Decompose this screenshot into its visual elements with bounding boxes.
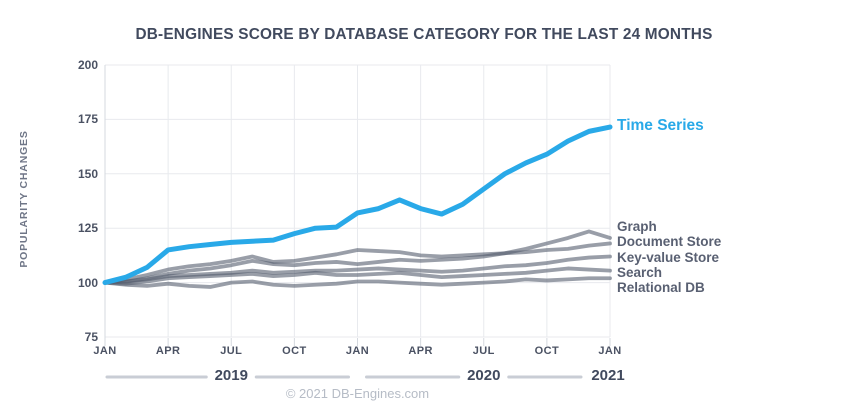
y-tick-125: 125 bbox=[77, 221, 98, 236]
series-line-time-series bbox=[102, 124, 613, 286]
x-tick-3-oct: OCT bbox=[282, 345, 307, 357]
legend-label-relational-db: Relational DB bbox=[617, 280, 705, 296]
y-axis-label: POPULARITY CHANGES bbox=[18, 130, 30, 268]
x-tick-7-oct: OCT bbox=[534, 345, 560, 357]
series-line-document-store bbox=[103, 241, 612, 285]
legend-label-document-store: Document Store bbox=[617, 234, 722, 250]
x-tick-6-jul: JUL bbox=[472, 345, 495, 357]
legend-label-key-value-store: Key-value Store bbox=[617, 249, 720, 265]
x-tick-8-jan: JAN bbox=[598, 345, 622, 357]
y-tick-75: 75 bbox=[84, 330, 98, 344]
legend-label-time-series: Time Series bbox=[617, 117, 704, 134]
y-tick-100: 100 bbox=[77, 275, 98, 290]
legend-gray-labels: Graph Document Store Key-value Store Sea… bbox=[617, 219, 721, 295]
y-tick-150: 150 bbox=[77, 166, 98, 181]
year-label-2019: 2019 bbox=[214, 367, 248, 384]
year-label-2020: 2020 bbox=[467, 367, 501, 384]
series-line-relational-db bbox=[103, 276, 612, 289]
copyright-text: © 2021 DB-Engines.com bbox=[285, 386, 430, 401]
series-line-graph bbox=[103, 229, 612, 285]
legend-label-search: Search bbox=[617, 264, 663, 280]
x-tick-5-apr: APR bbox=[408, 345, 433, 357]
series-line-search bbox=[103, 266, 612, 286]
legend-label-graph: Graph bbox=[617, 219, 657, 234]
y-tick-175: 175 bbox=[77, 112, 98, 127]
series-line-key-value-store bbox=[103, 254, 612, 285]
y-tick-200: 200 bbox=[77, 58, 98, 72]
x-tick-2-jul: JUL bbox=[220, 345, 243, 357]
x-tick-4-jan: JAN bbox=[345, 345, 370, 357]
chart-title: DB-ENGINES SCORE BY DATABASE CATEGORY FO… bbox=[135, 26, 713, 43]
x-tick-1-apr: APR bbox=[155, 345, 181, 357]
year-label-2021: 2021 bbox=[591, 367, 625, 384]
x-tick-0-jan: JAN bbox=[93, 345, 117, 357]
